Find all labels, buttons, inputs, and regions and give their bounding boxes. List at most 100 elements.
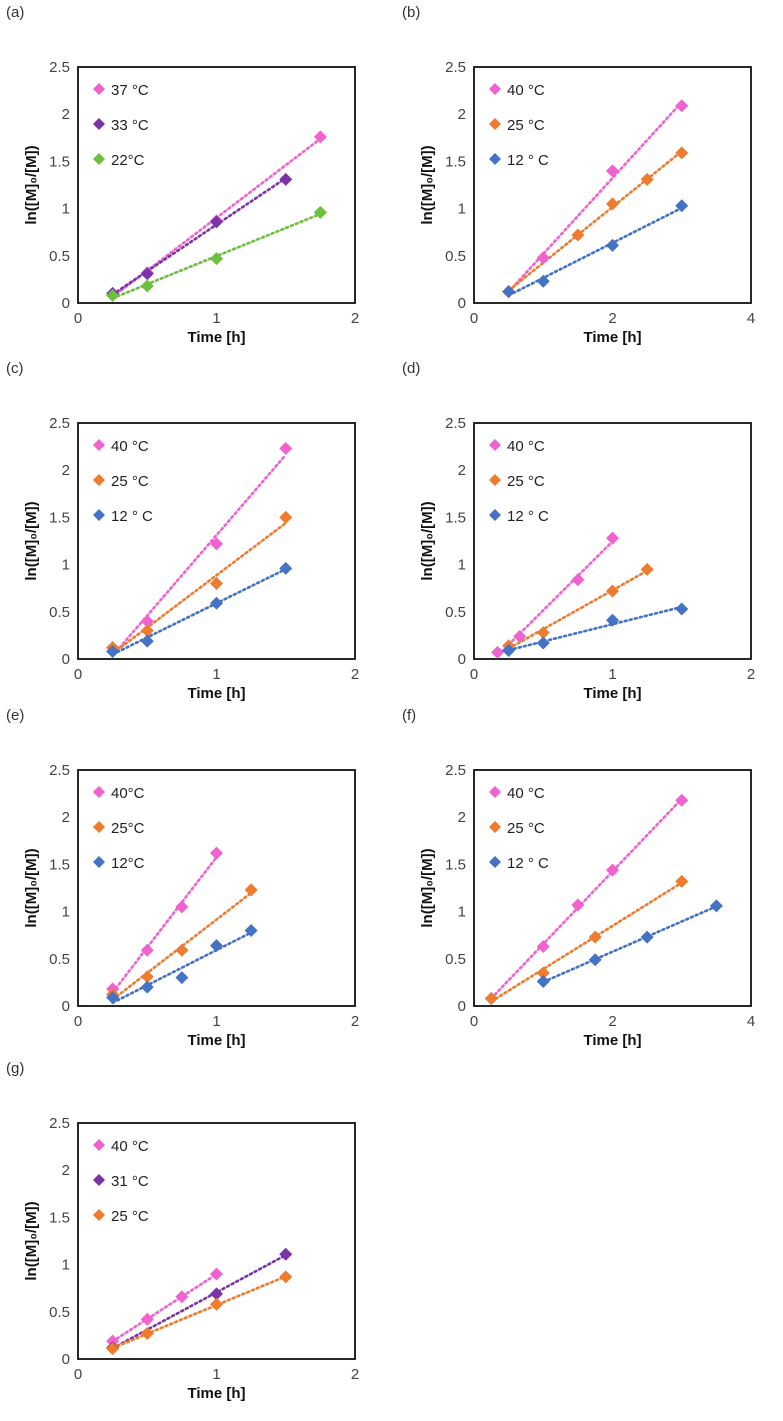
- y-tick-label: 1: [458, 201, 466, 218]
- trendline: [507, 100, 684, 294]
- data-point: [502, 285, 516, 299]
- x-axis-label: Time [h]: [583, 329, 641, 346]
- x-axis-label: Time [h]: [583, 1032, 641, 1049]
- y-axis-label: ln([M]₀/[M]): [419, 501, 436, 580]
- chart-panel-a: (a) 0 0.5 1 1.5 2 2.5 0 1 2 Time [h] ln([M]₀/[M]) 3…: [6, 4, 376, 364]
- legend-label: 25 °C: [507, 117, 545, 134]
- panel-label: (c): [6, 360, 24, 377]
- y-tick-label: 0: [62, 998, 70, 1015]
- y-tick-label: 0: [62, 651, 70, 668]
- data-point: [210, 1267, 223, 1281]
- legend-marker: [489, 821, 501, 833]
- legend-label: 40 °C: [507, 82, 545, 99]
- data-point: [244, 923, 258, 937]
- legend-label: 12 ° C: [507, 855, 549, 872]
- legend-label: 40°C: [111, 785, 145, 802]
- data-point: [279, 172, 293, 186]
- panel-label: (b): [402, 4, 421, 21]
- legend-label: 40 °C: [111, 438, 149, 455]
- data-point: [175, 1290, 189, 1304]
- legend-marker: [93, 118, 105, 130]
- legend-label: 37 °C: [111, 82, 149, 99]
- y-axis-label: ln([M]₀/[M]): [419, 145, 436, 224]
- x-axis-label: Time [h]: [583, 685, 641, 702]
- chart-d: 0 0.5 1 1.5 2 2.5 0 1 2 Time [h] ln([M]₀/[M]) 40 °C…: [419, 415, 755, 702]
- data-point: [536, 626, 550, 640]
- panel-label: (e): [6, 707, 25, 724]
- chart-panel-f: (f) 0 0.5 1 1.5 2 2.5 0 2 4 Time [h] ln([M]₀/[M]) 4…: [402, 707, 772, 1067]
- x-tick-label: 4: [747, 1013, 755, 1030]
- data-point: [675, 146, 689, 160]
- plot-frame: [77, 1122, 356, 1360]
- y-tick-label: 2.5: [49, 762, 70, 779]
- trendline: [507, 569, 649, 650]
- x-tick-label: 1: [212, 1366, 220, 1383]
- data-point: [675, 602, 689, 616]
- plot-frame: [77, 769, 356, 1007]
- data-point: [588, 953, 602, 967]
- y-tick-label: 1: [62, 201, 70, 218]
- y-tick-label: 2.5: [445, 59, 466, 76]
- data-point: [606, 613, 619, 627]
- data-point: [606, 531, 619, 545]
- chart-panel-g: (g) 0 0.5 1 1.5 2 2.5 0 1 2 Time [h] ln([M]₀/[M]) 4…: [6, 1060, 376, 1420]
- x-tick-label: 1: [608, 666, 616, 683]
- chart-panel-c: (c) 0 0.5 1 1.5 2 2.5 0 1 2 Time [h] ln([M]₀/[M]) 4…: [6, 360, 376, 720]
- legend-label: 33 °C: [111, 117, 149, 134]
- legend-marker: [93, 83, 105, 95]
- trendline: [490, 881, 684, 1003]
- data-point: [106, 644, 120, 658]
- x-tick-label: 0: [470, 310, 478, 327]
- chart-g: 0 0.5 1 1.5 2 2.5 0 1 2 Time [h] ln([M]₀/[M]) 40 °C…: [23, 1115, 359, 1402]
- legend-label: 12 ° C: [507, 508, 549, 525]
- y-tick-label: 0.5: [49, 248, 70, 265]
- y-tick-label: 2: [458, 809, 466, 826]
- y-tick-label: 0: [62, 295, 70, 312]
- trendline: [507, 605, 684, 652]
- data-point: [536, 636, 550, 650]
- data-point: [536, 251, 550, 265]
- data-point: [279, 441, 293, 455]
- legend-marker: [489, 83, 501, 95]
- legend-marker: [489, 856, 501, 868]
- plot-frame: [473, 66, 752, 304]
- data-point: [313, 130, 327, 144]
- y-tick-label: 1.5: [49, 509, 70, 526]
- data-point: [279, 1247, 293, 1261]
- trendline: [111, 855, 218, 994]
- data-point: [606, 164, 619, 178]
- y-tick-label: 1.5: [445, 153, 466, 170]
- trendline: [111, 931, 253, 1005]
- legend-marker: [93, 856, 105, 868]
- y-tick-label: 1.5: [49, 1209, 70, 1226]
- y-tick-label: 0.5: [445, 951, 466, 968]
- data-point: [606, 197, 619, 211]
- data-point: [175, 943, 189, 957]
- trendline: [111, 453, 288, 658]
- legend-label: 40 °C: [111, 1138, 149, 1155]
- data-point: [210, 596, 223, 610]
- y-tick-label: 1.5: [445, 509, 466, 526]
- data-point: [140, 279, 154, 293]
- legend-marker: [93, 1174, 105, 1186]
- x-tick-label: 2: [608, 310, 616, 327]
- y-tick-label: 2.5: [49, 59, 70, 76]
- legend-marker: [489, 118, 501, 130]
- x-tick-label: 2: [351, 666, 359, 683]
- legend-label: 12 ° C: [111, 508, 153, 525]
- plot-frame: [77, 66, 356, 304]
- chart-panel-b: (b) 0 0.5 1 1.5 2 2.5 0 2 4 Time [h] ln([M]₀/[M]) 4…: [402, 4, 772, 364]
- y-axis-label: ln([M]₀/[M]): [23, 145, 40, 224]
- x-axis-label: Time [h]: [187, 685, 245, 702]
- data-point: [210, 215, 223, 229]
- x-tick-label: 1: [212, 666, 220, 683]
- data-point: [210, 846, 223, 860]
- data-point: [536, 940, 550, 954]
- data-point: [210, 1287, 223, 1301]
- y-tick-label: 2: [458, 106, 466, 123]
- legend-marker: [489, 153, 501, 165]
- data-point: [140, 634, 154, 648]
- data-point: [571, 573, 585, 587]
- legend-marker: [489, 474, 501, 486]
- trendline: [541, 905, 718, 984]
